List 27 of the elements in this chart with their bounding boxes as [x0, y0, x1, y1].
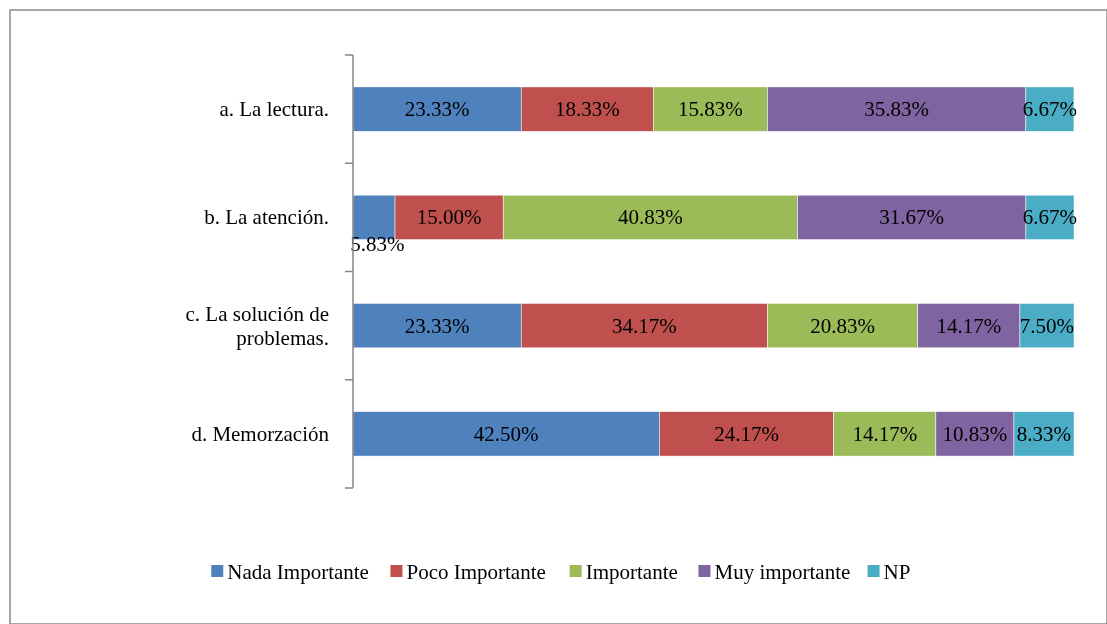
- legend-label: NP: [883, 560, 911, 584]
- data-label: 14.17%: [936, 313, 1002, 338]
- data-label: 31.67%: [879, 205, 945, 230]
- data-label: 15.00%: [416, 205, 482, 230]
- data-label: 7.50%: [1019, 313, 1075, 338]
- legend-label: Nada Importante: [227, 560, 369, 584]
- data-label: 40.83%: [618, 205, 683, 230]
- data-label: 34.17%: [612, 313, 677, 338]
- data-label: 18.33%: [554, 97, 620, 122]
- data-label: 20.83%: [810, 313, 876, 338]
- data-label: 35.83%: [864, 97, 930, 122]
- legend-label: Poco Importante: [406, 560, 546, 584]
- data-label: 5.83%: [350, 231, 405, 256]
- legend-label: Importante: [585, 560, 678, 584]
- y-tick-label: d. Memorzación: [191, 421, 330, 446]
- legend-label: Muy importante: [714, 560, 851, 584]
- y-tick-label: c. La solución de problemas.: [185, 301, 329, 350]
- data-label: 42.50%: [473, 421, 539, 446]
- data-label: 15.83%: [678, 97, 743, 122]
- y-tick-label: a. La lectura.: [219, 97, 329, 122]
- data-label: 23.33%: [404, 313, 470, 338]
- y-tick-label: b. La atención.: [204, 205, 329, 230]
- data-label: 14.17%: [852, 421, 918, 446]
- data-label: 8.33%: [1016, 421, 1072, 446]
- data-label: 10.83%: [942, 421, 1008, 446]
- data-label: 24.17%: [714, 421, 779, 446]
- data-label: 23.33%: [404, 97, 470, 122]
